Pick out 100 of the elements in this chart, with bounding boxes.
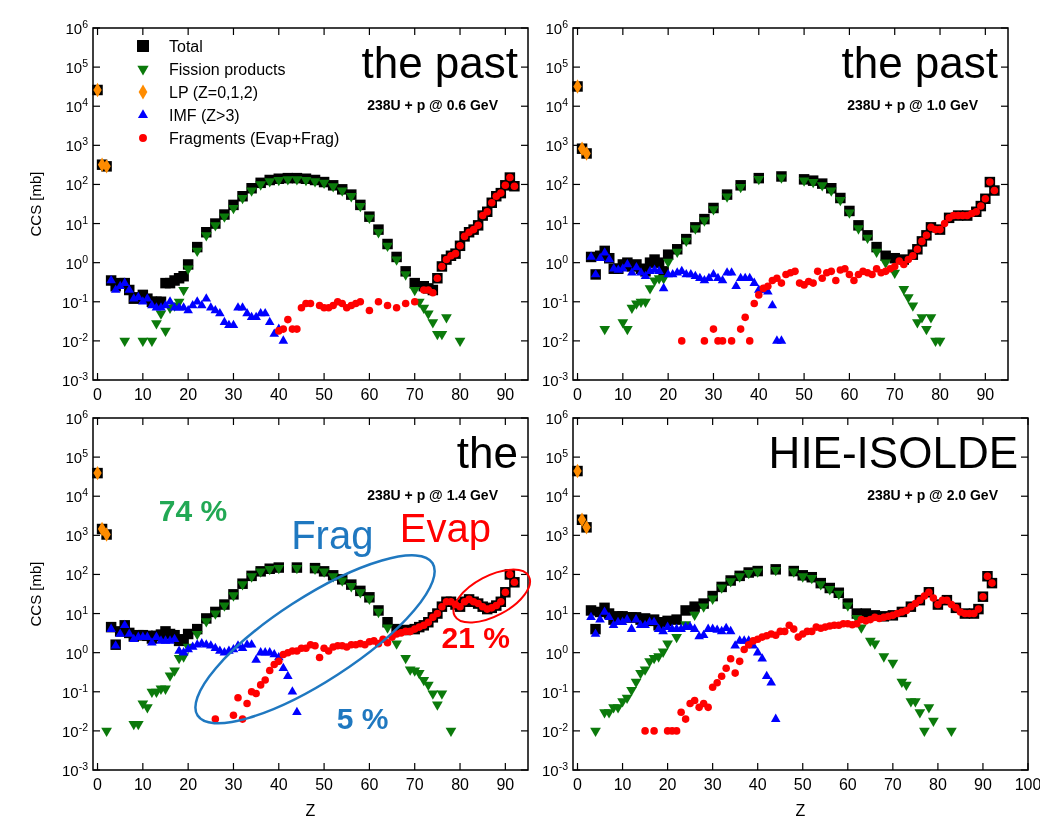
y-tick-label: 10$^{-3}$ — [61, 370, 89, 389]
x-tick-label: 0 — [573, 776, 583, 793]
x-tick-label: 40 — [748, 776, 767, 793]
y-tick-label: 10$^{0}$ — [545, 642, 569, 662]
x-tick-label: 50 — [315, 386, 334, 403]
y-tick-label: 10$^{-3}$ — [541, 760, 569, 779]
x-tick-label: 40 — [269, 386, 288, 403]
x-tick-label: 100 — [1014, 776, 1040, 793]
y-tick-label: 10$^{-2}$ — [61, 720, 89, 740]
annotation: 21 % — [441, 620, 510, 654]
y-tick-label: 10$^{1}$ — [545, 213, 569, 233]
annotation: Frag — [291, 512, 374, 557]
chart-title: the — [456, 428, 518, 477]
x-tick-label: 50 — [315, 776, 334, 793]
x-tick-label: 10 — [133, 776, 152, 793]
legend-label: Total — [169, 38, 203, 55]
x-tick-label: 0 — [93, 776, 103, 793]
x-tick-label: 70 — [885, 386, 904, 403]
x-tick-label: 10 — [613, 386, 632, 403]
x-tick-label: 90 — [974, 776, 992, 793]
x-axis-title: Z — [795, 802, 806, 817]
y-tick-label: 10$^{-1}$ — [61, 291, 89, 311]
y-tick-label: 10$^{0}$ — [65, 642, 89, 662]
x-tick-label: 20 — [659, 386, 678, 403]
annotation: Evap — [399, 505, 491, 550]
chart-title: the past — [841, 38, 998, 87]
x-tick-label: 60 — [360, 386, 379, 403]
y-tick-label: 10$^{3}$ — [545, 525, 569, 545]
x-tick-label: 80 — [451, 386, 470, 403]
x-tick-label: 0 — [93, 386, 103, 403]
y-tick-label: 10$^{4}$ — [65, 486, 89, 506]
y-tick-label: 10$^{5}$ — [545, 57, 569, 77]
legend-label: Fragments (Evap+Frag) — [169, 130, 340, 147]
y-tick-label: 10$^{-2}$ — [61, 330, 89, 350]
text: 238U + p @ 2.0 GeV — [867, 487, 999, 503]
x-tick-label: 0 — [573, 386, 583, 403]
x-axis-title: Z — [305, 802, 316, 817]
y-axis-title: CCS [mb] — [27, 171, 44, 237]
x-tick-label: 60 — [840, 386, 859, 403]
x-tick-label: 40 — [749, 386, 768, 403]
x-tick-label: 40 — [269, 776, 288, 793]
y-tick-label: 10$^{-1}$ — [61, 681, 89, 701]
x-tick-label: 80 — [451, 776, 470, 793]
x-tick-label: 60 — [838, 776, 857, 793]
y-tick-label: 10$^{2}$ — [65, 564, 89, 584]
y-tick-label: 10$^{2}$ — [65, 174, 89, 194]
y-tick-label: 10$^{-2}$ — [541, 720, 569, 740]
x-tick-label: 90 — [496, 776, 515, 793]
chart-title: the past — [361, 38, 518, 87]
x-tick-label: 70 — [405, 386, 424, 403]
y-tick-label: 10$^{3}$ — [65, 135, 89, 155]
x-tick-label: 10 — [133, 386, 152, 403]
y-tick-label: 10$^{-3}$ — [541, 370, 569, 389]
y-tick-label: 10$^{0}$ — [65, 252, 89, 272]
y-tick-label: 10$^{0}$ — [545, 252, 569, 272]
y-tick-label: 10$^{4}$ — [65, 96, 89, 116]
y-tick-label: 10$^{3}$ — [545, 135, 569, 155]
text: 238U + p @ 0.6 GeV — [367, 97, 499, 113]
annotation: 74 % — [158, 493, 228, 527]
y-tick-label: 10$^{5}$ — [545, 447, 569, 467]
text: 238U + p @ 1.0 GeV — [847, 97, 979, 113]
y-tick-label: 10$^{4}$ — [545, 96, 569, 116]
x-tick-label: 30 — [703, 776, 722, 793]
x-tick-label: 80 — [931, 386, 950, 403]
y-axis-title: CCS [mb] — [27, 561, 44, 627]
x-tick-label: 90 — [976, 386, 995, 403]
legend-label: LP (Z=0,1,2) — [169, 84, 259, 101]
x-tick-label: 30 — [704, 386, 723, 403]
y-tick-label: 10$^{5}$ — [65, 57, 89, 77]
chart-title: HIE-ISOLDE — [768, 428, 1018, 477]
x-tick-label: 50 — [793, 776, 812, 793]
y-tick-label: 10$^{1}$ — [65, 603, 89, 623]
x-tick-label: 60 — [360, 776, 379, 793]
x-tick-label: 30 — [224, 776, 243, 793]
y-tick-label: 10$^{-3}$ — [61, 760, 89, 779]
x-tick-label: 80 — [929, 776, 947, 793]
y-tick-label: 10$^{-1}$ — [541, 681, 569, 701]
x-tick-label: 50 — [795, 386, 814, 403]
x-tick-label: 20 — [658, 776, 677, 793]
annotation: 5 % — [336, 701, 389, 735]
y-tick-label: 10$^{4}$ — [545, 486, 569, 506]
y-tick-label: 10$^{6}$ — [65, 18, 89, 37]
x-tick-label: 20 — [179, 386, 198, 403]
y-tick-label: 10$^{2}$ — [545, 564, 569, 584]
y-tick-label: 10$^{-2}$ — [541, 330, 569, 350]
y-tick-label: 10$^{6}$ — [65, 408, 89, 427]
x-tick-label: 70 — [405, 776, 424, 793]
x-tick-label: 20 — [179, 776, 198, 793]
y-tick-label: 10$^{1}$ — [545, 603, 569, 623]
text: 238U + p @ 1.4 GeV — [367, 487, 499, 503]
legend-label: IMF (Z>3) — [169, 107, 240, 124]
x-tick-label: 10 — [613, 776, 632, 793]
x-tick-label: 90 — [496, 386, 515, 403]
y-tick-label: 10$^{6}$ — [545, 18, 569, 37]
y-tick-label: 10$^{6}$ — [545, 408, 569, 427]
y-tick-label: 10$^{3}$ — [65, 525, 89, 545]
y-tick-label: 10$^{-1}$ — [541, 291, 569, 311]
x-tick-label: 30 — [224, 386, 243, 403]
y-tick-label: 10$^{1}$ — [65, 213, 89, 233]
x-tick-label: 70 — [883, 776, 902, 793]
